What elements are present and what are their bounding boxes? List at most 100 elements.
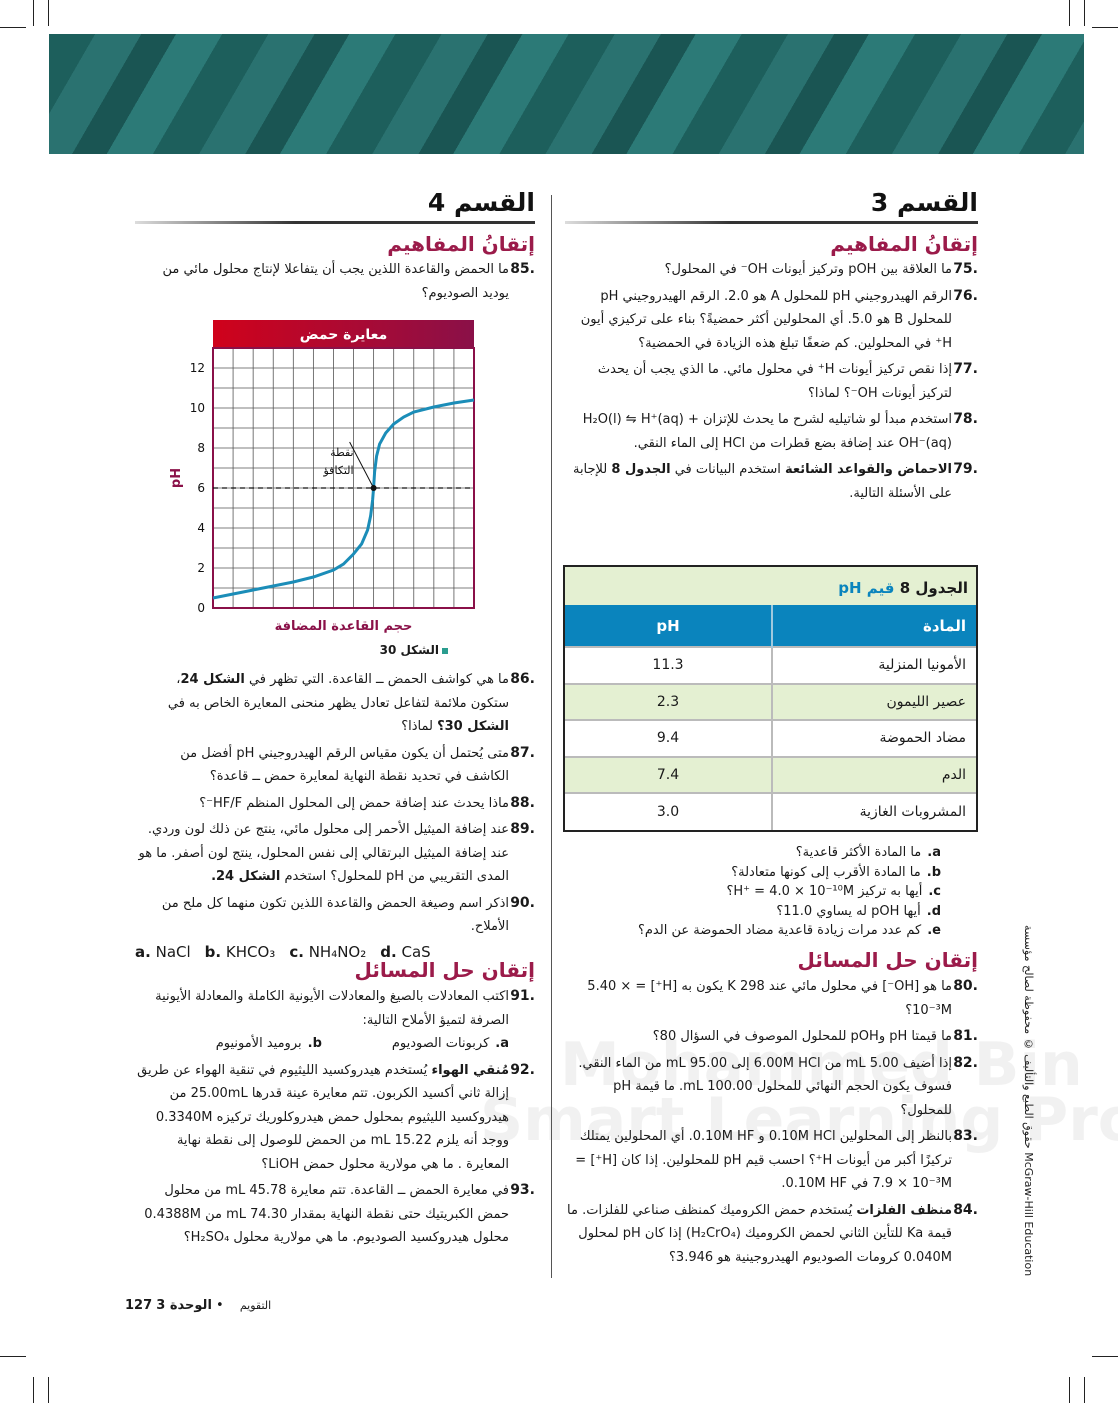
question-text: ما الحمض والقاعدة اللذين يجب أن يتفاعلا …: [162, 262, 509, 301]
question-text: الجدول 8: [611, 462, 671, 477]
question-number: 83.: [953, 1128, 978, 1144]
sub-label: d.: [926, 903, 941, 919]
y-axis-label: pH: [169, 468, 184, 488]
substance-cell: عصير الليمون: [771, 682, 976, 721]
question-90: 90. اذكر اسم وصيغة الحمض والقاعدة اللذين …: [135, 892, 535, 939]
problems-heading: إتقان حل المسائل: [797, 948, 978, 972]
question-text: استخدم مبدأ لو شاتيليه لشرح ما يحدث للإت…: [582, 412, 952, 451]
question-text: الشكل 24: [180, 672, 245, 687]
table-title-label: الجدول 8: [899, 579, 968, 597]
crop-mark: [1092, 1356, 1118, 1357]
question-text: عند إضافة الميثيل الأحمر إلى محلول مائي،…: [138, 822, 510, 884]
question-number: 92.: [510, 1061, 535, 1078]
equivalence-label: نقطة: [330, 446, 354, 459]
question-number: 88.: [510, 794, 535, 811]
question-83: 83. بالنظر إلى المحلولين 0.10M HCl و 0.10…: [565, 1125, 978, 1196]
question-text: الاحماض والقواعد الشائعة: [785, 462, 952, 477]
sub-label: b.: [926, 864, 941, 880]
table-row: الدم 7.4: [565, 755, 976, 794]
substance-cell: الأمونيا المنزلية: [771, 646, 976, 684]
column-header-substance: المادة: [771, 605, 976, 647]
titration-curve: [212, 398, 475, 600]
question-77: 77. إذا نقص تركيز أيونات H⁺ في محلول مائي…: [565, 358, 978, 405]
question-text: استخدم البيانات في: [670, 462, 786, 477]
concepts-heading: إتقانُ المفاهيم: [387, 232, 535, 256]
crop-mark: [0, 1356, 26, 1357]
sub-label: a.: [495, 1036, 509, 1051]
salt-label: d.: [380, 942, 397, 961]
footer-dot: •: [216, 1298, 224, 1313]
table-title-text: قيم pH: [838, 579, 895, 597]
question-84: 84. منظف الفلزات يُستخدم حمض الكروميك كمن…: [565, 1199, 978, 1270]
question-88: 88. ماذا يحدث عند إضافة حمض إلى المحلول ا…: [135, 792, 535, 816]
question-text: اكتب المعادلات بالصيغ والمعادلات الأيوني…: [155, 989, 509, 1028]
y-tick-label: 8: [197, 441, 205, 455]
question-number: 93.: [510, 1182, 535, 1198]
sub-question: d. أيها pOH له يساوي 11.0؟: [565, 902, 941, 922]
section-title: القسم 4: [427, 188, 535, 217]
question-number: 86.: [510, 671, 535, 687]
sub-text: أيها pOH له يساوي 11.0؟: [776, 903, 921, 919]
question-79: 79. الاحماض والقواعد الشائعة استخدم البيا…: [565, 458, 978, 505]
salt-list: a. NaCl b. KHCO₃ c. NH₄NO₂ d. CaS: [135, 943, 535, 961]
footer: 127 التقويم • الوحدة 3: [125, 1298, 271, 1313]
footer-section: التقويم: [239, 1299, 272, 1312]
table-row: مضاد الحموضة 9.4: [565, 719, 976, 757]
question-text: يُستخدم حمض الكروميك كمنظف صناعي للفلزات…: [567, 1202, 952, 1265]
question-text: ، ستكون ملائمة لتفاعل تعادل يظهر منحنى ا…: [167, 672, 509, 711]
sub-label: c.: [928, 884, 941, 899]
question-number: 87.: [510, 744, 535, 761]
salt-formula: NH₄NO₂: [308, 942, 367, 961]
substance-cell: الدم: [771, 755, 976, 794]
section-title: القسم 3: [870, 188, 978, 217]
crop-mark: [33, 1377, 34, 1403]
figure-caption: الشكل 30: [300, 643, 448, 657]
question-number: 78.: [953, 411, 978, 427]
concepts-heading: إتقانُ المفاهيم: [830, 232, 978, 256]
sub-text: كربونات الصوديوم: [391, 1036, 490, 1051]
section-rule: [565, 221, 978, 224]
question-number: 79.: [953, 461, 978, 477]
crop-mark: [1069, 1377, 1070, 1403]
question-text: بالنظر إلى المحلولين 0.10M HCl و 0.10M H…: [575, 1129, 952, 1191]
table-row: عصير الليمون 2.3: [565, 682, 976, 721]
question-number: 84.: [953, 1201, 978, 1218]
ph-cell: 3.0: [565, 792, 772, 830]
column-header-ph: pH: [565, 605, 772, 647]
substance-cell: مضاد الحموضة: [771, 719, 976, 757]
question-text: منظف الفلزات: [856, 1202, 952, 1218]
watermark: Mohammed Bin: [560, 1030, 1083, 1100]
question-text: الرقم الهيدروجيني pH للمحلول A هو 2.0. ا…: [580, 288, 952, 351]
sub-text: كم عدد مرات زيادة قاعدية مضاد الحموضة عن…: [637, 923, 922, 938]
sub-question: e. كم عدد مرات زيادة قاعدية مضاد الحموضة …: [565, 921, 941, 941]
question-87: 87. متى يُحتمل أن يكون مقياس الرقم الهيدر…: [135, 742, 535, 789]
crop-mark: [1069, 0, 1070, 26]
question-76: 76. الرقم الهيدروجيني pH للمحلول A هو 2.0…: [565, 285, 978, 356]
question-text: يُستخدم هيدروكسيد الليثيوم في تنقية الهو…: [137, 1062, 509, 1172]
sub-text: ما المادة الأكثر قاعدية؟: [795, 845, 922, 860]
crop-mark: [1084, 1377, 1085, 1403]
ph-cell: 2.3: [565, 682, 772, 721]
question-85: 85. ما الحمض والقاعدة اللذين يجب أن يتفاع…: [135, 258, 535, 305]
question-text: في معايرة الحمض ــ القاعدة. تتم معايرة 4…: [144, 1183, 509, 1245]
copyright-note: حقوق الطبع والتأليف © محفوظة لصالح مؤسسة…: [1022, 925, 1035, 1277]
sub-questions: a. ما المادة الأكثر قاعدية؟ b. ما المادة ال…: [565, 843, 941, 941]
titration-chart: معايرة حمض 0 2 4 6 8 10 12 pH حجم القاعدة المضافة…: [169, 320, 475, 634]
crop-mark: [1084, 0, 1085, 26]
question-text: ما قيمتا pH وpOH للمحلول الموصوف في السؤ…: [652, 1029, 952, 1044]
salt-label: b.: [204, 942, 222, 961]
question-75: 75. ما العلاقة بين pOH وتركيز أيونات OH⁻ …: [565, 258, 978, 282]
crop-mark: [33, 0, 34, 26]
problems-heading: إتقان حل المسائل: [354, 958, 535, 982]
sub-question: b. ما المادة الأقرب إلى كونها متعادلة؟: [565, 863, 941, 883]
question-text: متى يُحتمل أن يكون مقياس الرقم الهيدروجي…: [180, 745, 509, 785]
salt-label: c.: [289, 942, 304, 961]
ph-cell: 7.4: [565, 755, 772, 794]
sub-question: a. ما المادة الأكثر قاعدية؟: [565, 843, 941, 863]
crop-mark: [0, 27, 26, 28]
crop-mark: [48, 0, 49, 26]
footer-unit: الوحدة 3: [156, 1298, 212, 1313]
question-text: إذا نقص تركيز أيونات H⁺ في محلول مائي. م…: [597, 362, 952, 401]
question-81: 81. ما قيمتا pH وpOH للمحلول الموصوف في ا…: [565, 1025, 978, 1049]
salt-label: a.: [135, 942, 151, 961]
